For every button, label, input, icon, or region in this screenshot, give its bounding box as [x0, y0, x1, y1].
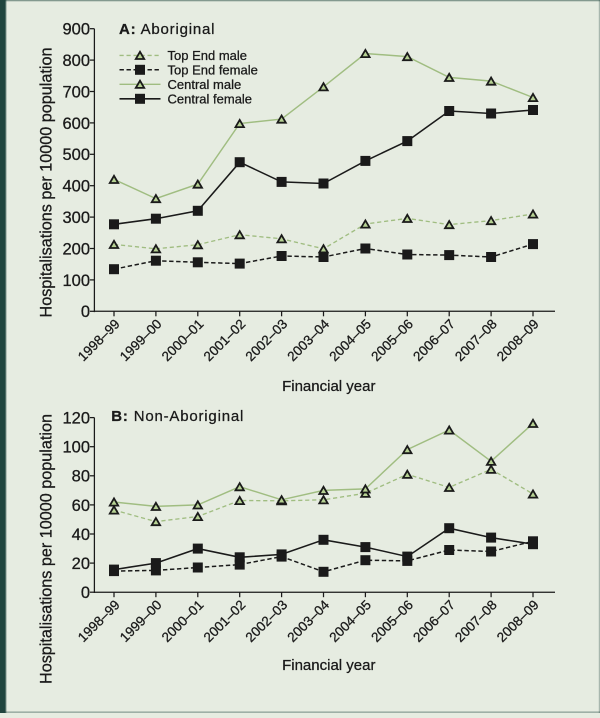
- svg-text:Central male: Central male: [168, 77, 242, 92]
- svg-text:600: 600: [62, 115, 90, 133]
- svg-text:700: 700: [62, 83, 90, 101]
- svg-text:Central female: Central female: [168, 91, 253, 106]
- svg-text:Financial year: Financial year: [282, 378, 375, 395]
- svg-text:800: 800: [62, 52, 90, 70]
- svg-text:B: Non-Aboriginal: B: Non-Aboriginal: [111, 408, 244, 425]
- svg-text:Top End female: Top End female: [168, 63, 258, 78]
- svg-text:Top End male: Top End male: [168, 48, 248, 63]
- svg-text:20: 20: [72, 555, 90, 573]
- svg-text:0: 0: [81, 303, 90, 321]
- svg-text:Hospitalisations per 10000 pop: Hospitalisations per 10000 population: [38, 414, 56, 684]
- svg-text:0: 0: [81, 584, 90, 602]
- svg-text:40: 40: [72, 526, 90, 544]
- svg-text:100: 100: [62, 272, 90, 290]
- svg-text:100: 100: [62, 439, 90, 457]
- svg-text:120: 120: [62, 410, 90, 428]
- svg-text:200: 200: [62, 240, 90, 258]
- svg-text:300: 300: [62, 209, 90, 227]
- svg-text:A: Aboriginal: A: Aboriginal: [119, 21, 215, 38]
- svg-text:900: 900: [62, 21, 90, 39]
- svg-text:Financial year: Financial year: [282, 657, 375, 674]
- svg-text:400: 400: [62, 178, 90, 196]
- svg-text:80: 80: [72, 468, 90, 486]
- svg-text:Hospitalisations per 10000 pop: Hospitalisations per 10000 population: [38, 48, 56, 318]
- svg-text:60: 60: [72, 497, 90, 515]
- svg-text:500: 500: [62, 146, 90, 164]
